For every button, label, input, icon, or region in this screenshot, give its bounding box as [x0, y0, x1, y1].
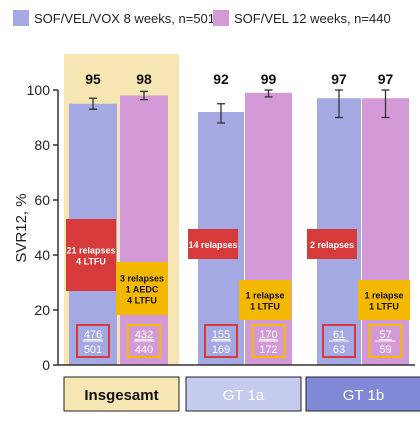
- legend-swatch-1: [213, 10, 229, 26]
- annotation-box-s0-c2: [307, 229, 357, 259]
- bar-s1-c0: [120, 95, 168, 365]
- legend: SOF/VEL/VOX 8 weeks, n=501 SOF/VEL 12 wee…: [13, 10, 391, 26]
- value-label-s0-c0: 95: [85, 71, 101, 87]
- y-tick-label-0: 0: [42, 357, 50, 373]
- annotation-text-s0-c0-0: 21 relapses: [66, 246, 115, 256]
- count-box-s0-c1: [204, 324, 238, 358]
- annotation-text-s1-c2-1: 1 LTFU: [369, 302, 399, 312]
- count-denominator-s0-c0: 501: [84, 344, 102, 356]
- value-label-s0-c1: 92: [213, 71, 229, 87]
- category-box-0: [63, 376, 180, 412]
- count-numerator-s1-c1: 170: [259, 329, 277, 341]
- annotation-box-s0-c1: [188, 229, 238, 259]
- value-label-s1-c2: 97: [378, 71, 394, 87]
- annotation-box-s1-c1: [239, 280, 291, 320]
- annotation-text-s1-c1-0: 1 relapse: [245, 291, 284, 301]
- annotation-text-s1-c2-0: 1 relapse: [364, 291, 403, 301]
- category-label-2: GT 1b: [343, 387, 384, 404]
- legend-label-1: SOF/VEL 12 weeks, n=440: [234, 11, 391, 26]
- legend-swatch-0: [13, 10, 29, 26]
- count-denominator-s0-c2: 63: [333, 344, 345, 356]
- count-numerator-s0-c2: 61: [333, 329, 345, 341]
- y-tick-label-20: 20: [34, 302, 50, 318]
- annotation-text-s1-c0-2: 4 LTFU: [127, 296, 157, 306]
- category-box-1: [185, 376, 302, 412]
- count-numerator-s1-c0: 432: [135, 329, 153, 341]
- count-box-s1-c1: [251, 324, 286, 358]
- annotation-box-s0-c0: [66, 219, 116, 291]
- count-denominator-s0-c1: 169: [212, 344, 230, 356]
- annotation-text-s0-c2-0: 2 relapses: [310, 240, 354, 250]
- count-box-s0-c0: [76, 324, 110, 358]
- annotation-text-s1-c0-1: 1 AEDC: [126, 285, 159, 295]
- count-denominator-s1-c2: 59: [379, 344, 391, 356]
- count-box-s0-c2: [322, 324, 356, 358]
- count-numerator-s0-c1: 155: [212, 329, 230, 341]
- category-box-2: [305, 376, 420, 412]
- category-label-1: GT 1a: [223, 387, 265, 404]
- y-tick-label-80: 80: [34, 137, 50, 153]
- count-denominator-s1-c1: 172: [259, 344, 277, 356]
- value-label-s0-c2: 97: [331, 71, 347, 87]
- y-tick-label-40: 40: [34, 247, 50, 263]
- count-box-s1-c0: [127, 324, 161, 358]
- value-label-s1-c1: 99: [261, 71, 277, 87]
- annotation-text-s0-c0-1: 4 LTFU: [76, 257, 106, 267]
- y-axis-label: SVR12, %: [13, 193, 30, 262]
- count-box-s1-c2: [368, 324, 403, 358]
- annotation-text-s0-c1-0: 14 relapses: [188, 240, 237, 250]
- bar-s1-c2: [362, 98, 409, 365]
- annotation-box-s1-c0: [116, 262, 168, 315]
- y-tick-label-100: 100: [27, 82, 51, 98]
- legend-label-0: SOF/VEL/VOX 8 weeks, n=501: [34, 11, 215, 26]
- annotation-text-s1-c1-1: 1 LTFU: [250, 302, 280, 312]
- value-label-s1-c0: 98: [136, 71, 152, 87]
- annotation-text-s1-c0-0: 3 relapses: [120, 274, 164, 284]
- count-numerator-s0-c0: 476: [84, 329, 102, 341]
- annotation-box-s1-c2: [358, 280, 410, 320]
- count-denominator-s1-c0: 440: [135, 344, 153, 356]
- category-label-0: Insgesamt: [84, 387, 158, 404]
- count-numerator-s1-c2: 57: [379, 329, 391, 341]
- y-tick-label-60: 60: [34, 192, 50, 208]
